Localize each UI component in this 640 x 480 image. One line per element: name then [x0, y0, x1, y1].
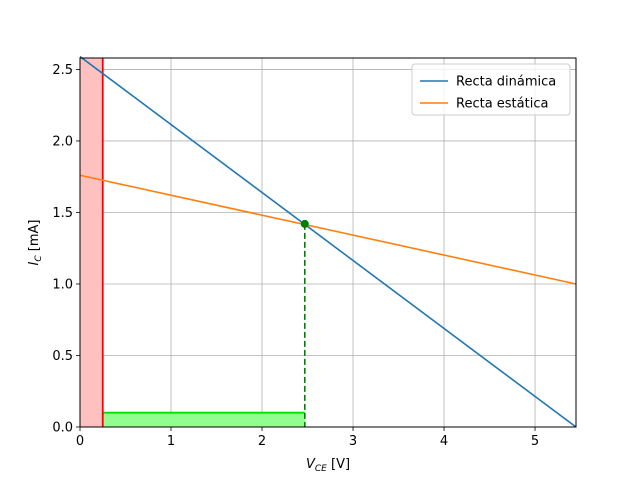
legend-label: Recta estática [456, 97, 548, 112]
y-tick-label: 0.5 [52, 349, 73, 364]
x-axis-label: VCE [V] [306, 457, 350, 474]
regions [80, 58, 305, 427]
legend-box [411, 63, 571, 116]
x-tick-label: 3 [349, 434, 357, 449]
x-tick-label: 0 [76, 434, 84, 449]
y-tick-label: 1.5 [52, 206, 73, 221]
y-tick-label: 2.5 [52, 63, 73, 78]
legend-label: Recta dinámica [456, 75, 556, 90]
x-axis-label-sub: CE [315, 464, 327, 474]
ticks: 0 1 2 3 4 5 0.0 0.5 1.0 1.5 2.0 2.5 [52, 63, 539, 449]
y-tick-label: 2.0 [52, 134, 73, 149]
y-axis-label: IC [mA] [27, 220, 44, 266]
y-tick-label: 1.0 [52, 277, 73, 292]
y-axis-label-sub: C [34, 255, 44, 262]
operating-point-marker [300, 219, 309, 228]
x-tick-label: 5 [531, 434, 539, 449]
series-lines [79, 55, 577, 428]
saturation-region [80, 58, 103, 427]
y-axis-label-main: I [27, 261, 42, 265]
y-tick-label: 0.0 [52, 421, 73, 436]
x-axis-label-main: V [306, 457, 316, 472]
x-tick-label: 4 [440, 434, 448, 449]
operating-point-group [300, 219, 309, 427]
series-line-dynamic [79, 55, 577, 428]
x-tick-label: 2 [258, 434, 266, 449]
x-axis-label-unit: [V] [327, 457, 350, 472]
x-tick-label: 1 [167, 434, 175, 449]
legend: Recta dinámica Recta estática [411, 63, 571, 116]
series-line-static [79, 174, 577, 285]
plot-frame [79, 57, 577, 428]
cutoff-region [102, 412, 305, 427]
y-axis-label-unit: [mA] [27, 220, 42, 256]
